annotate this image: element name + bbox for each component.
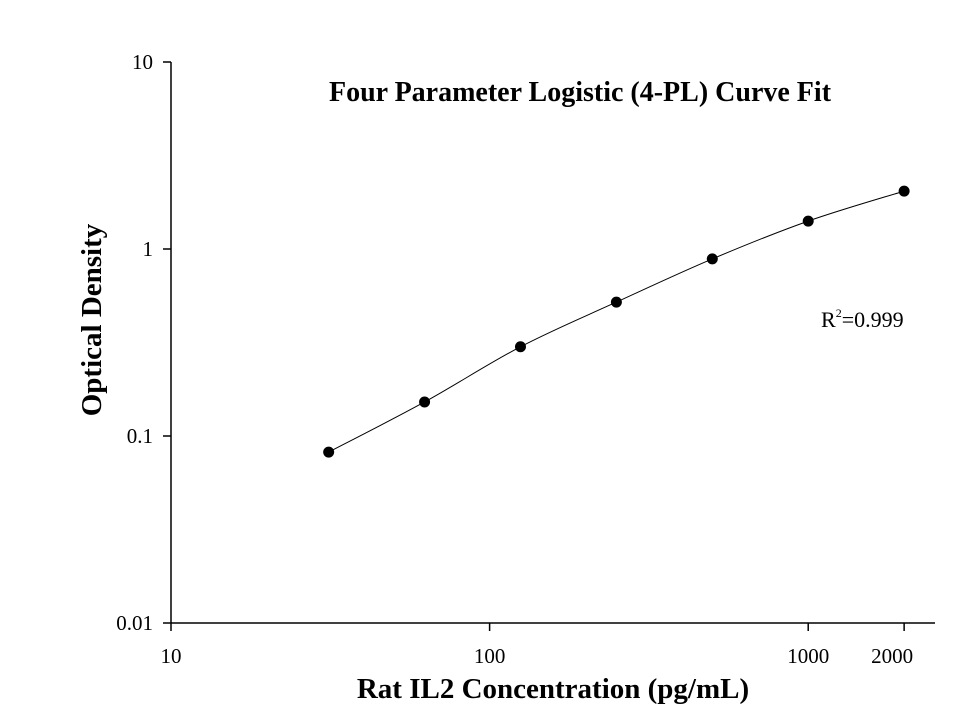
data-point xyxy=(706,253,718,265)
data-point xyxy=(323,446,335,458)
x-axis-label: Rat IL2 Concentration (pg/mL) xyxy=(357,673,749,705)
chart-title: Four Parameter Logistic (4-PL) Curve Fit xyxy=(329,77,832,108)
y-tick-label: 10 xyxy=(132,50,153,74)
annotation: R2=0.999 xyxy=(821,306,904,332)
x-tick-label: 1000 xyxy=(787,644,829,668)
data-point xyxy=(419,396,431,408)
y-tick-label: 0.1 xyxy=(127,424,153,448)
y-tick-label: 0.01 xyxy=(116,611,153,635)
data-point xyxy=(514,341,526,353)
y-axis-label: Optical Density xyxy=(76,223,108,416)
annotation-sup: 2 xyxy=(836,306,842,320)
x-tick-label: 2000 xyxy=(871,644,913,668)
fit-curve xyxy=(328,190,905,453)
annotation-rest: =0.999 xyxy=(842,307,904,332)
data-point xyxy=(898,185,910,197)
x-tick-label: 10 xyxy=(161,644,182,668)
annotation-base: R xyxy=(821,307,836,332)
data-point xyxy=(802,215,814,227)
y-tick-label: 1 xyxy=(143,237,154,261)
data-point xyxy=(610,296,622,308)
x-tick-label: 100 xyxy=(474,644,506,668)
